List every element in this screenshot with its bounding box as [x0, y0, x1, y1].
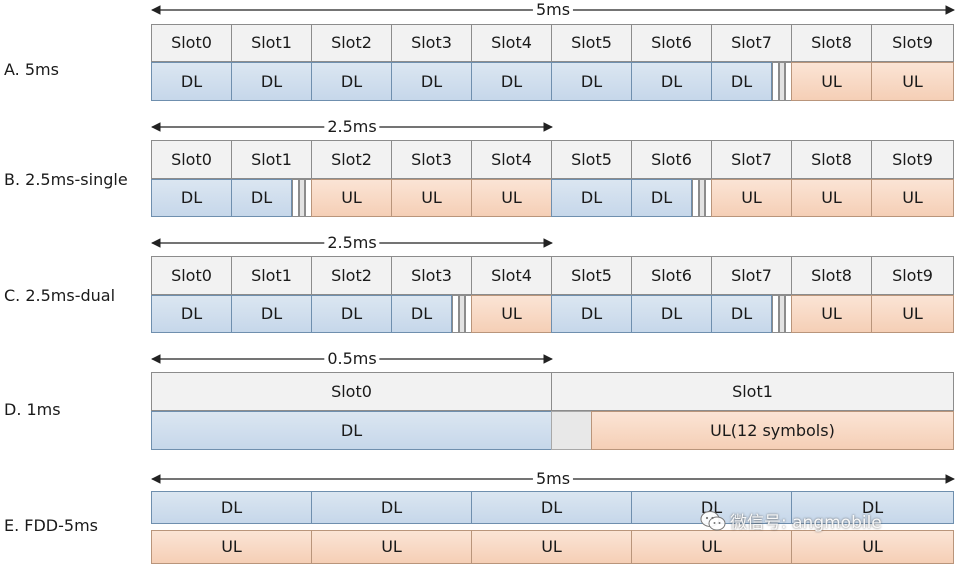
guard-symbol — [699, 179, 705, 217]
ul-cell: UL — [471, 179, 552, 217]
slot-header: Slot1 — [551, 372, 954, 411]
guard-symbol — [779, 295, 785, 333]
dl-cell: DL — [231, 179, 292, 217]
slot-header: Slot3 — [391, 24, 472, 62]
row-label-d: D. 1ms — [4, 400, 61, 419]
ul-cell: UL — [791, 179, 872, 217]
watermark-text: 微信号: angmobile — [730, 513, 882, 533]
row-label-c: C. 2.5ms-dual — [4, 286, 116, 305]
watermark: 微信号: angmobile — [700, 508, 882, 533]
dl-cell: DL — [631, 295, 712, 333]
dl-cell: DL — [711, 62, 772, 101]
dl-cell: DL — [151, 491, 312, 524]
slot-header: Slot8 — [791, 256, 872, 295]
slot-header: Slot0 — [151, 140, 232, 179]
slot-header: Slot2 — [311, 24, 392, 62]
ul-cell: UL — [631, 530, 792, 564]
dl-cell: DL — [311, 62, 392, 101]
slot-header: Slot5 — [551, 140, 632, 179]
slot-header: Slot0 — [151, 372, 552, 411]
slot-header: Slot7 — [711, 24, 792, 62]
ul-cell: UL — [391, 179, 472, 217]
dl-cell: DL — [471, 491, 632, 524]
ul-cell: UL — [871, 179, 954, 217]
dl-cell: DL — [151, 62, 232, 101]
guard-symbol — [772, 295, 779, 333]
guard-period — [551, 411, 592, 450]
ul-cell: UL — [791, 62, 872, 101]
dim-label-e: 5ms — [532, 469, 574, 489]
dl-cell: DL — [151, 411, 552, 450]
slot-header: Slot1 — [231, 256, 312, 295]
dl-cell: DL — [311, 295, 392, 333]
ul-cell: UL — [791, 295, 872, 333]
ul-cell: UL — [791, 530, 954, 564]
ul-cell: UL — [871, 62, 954, 101]
ul-cell: UL — [711, 179, 792, 217]
slot-header: Slot8 — [791, 140, 872, 179]
dim-label-c: 2.5ms — [324, 233, 380, 253]
slot-header: Slot5 — [551, 24, 632, 62]
dl-cell: DL — [391, 62, 472, 101]
dl-cell: DL — [551, 179, 632, 217]
ul-cell: UL — [311, 530, 472, 564]
dl-cell: DL — [231, 295, 312, 333]
row-label-e: E. FDD-5ms — [4, 516, 98, 535]
guard-symbol — [292, 179, 299, 217]
dim-label-d: 0.5ms — [324, 349, 380, 369]
ul-cell: UL — [311, 179, 392, 217]
dl-cell: DL — [231, 62, 312, 101]
dl-cell: DL — [551, 62, 632, 101]
slot-header: Slot3 — [391, 256, 472, 295]
slot-header: Slot4 — [471, 256, 552, 295]
slot-header: Slot0 — [151, 24, 232, 62]
slot-header: Slot4 — [471, 140, 552, 179]
slot-header: Slot6 — [631, 24, 712, 62]
row-label-b: B. 2.5ms-single — [4, 170, 128, 189]
dl-cell: DL — [151, 295, 232, 333]
wechat-icon — [700, 510, 726, 532]
guard-symbol — [692, 179, 699, 217]
ul-cell: UL — [151, 530, 312, 564]
slot-header: Slot9 — [871, 256, 954, 295]
ul-cell: UL — [471, 530, 632, 564]
guard-symbol — [779, 62, 785, 101]
slot-header: Slot2 — [311, 140, 392, 179]
ul-cell: UL(12 symbols) — [591, 411, 954, 450]
slot-header: Slot3 — [391, 140, 472, 179]
slot-header: Slot5 — [551, 256, 632, 295]
dim-label-b: 2.5ms — [324, 117, 380, 137]
slot-header: Slot1 — [231, 140, 312, 179]
slot-header: Slot6 — [631, 256, 712, 295]
guard-symbol — [452, 295, 459, 333]
dim-label-a: 5ms — [532, 0, 574, 20]
slot-header: Slot0 — [151, 256, 232, 295]
slot-header: Slot6 — [631, 140, 712, 179]
dl-cell: DL — [631, 179, 692, 217]
slot-header: Slot1 — [231, 24, 312, 62]
slot-header: Slot2 — [311, 256, 392, 295]
dl-cell: DL — [311, 491, 472, 524]
dl-cell: DL — [791, 491, 954, 524]
slot-header: Slot8 — [791, 24, 872, 62]
slot-header: Slot7 — [711, 140, 792, 179]
dl-cell: DL — [151, 179, 232, 217]
ul-cell: UL — [471, 295, 552, 333]
slot-header: Slot7 — [711, 256, 792, 295]
slot-header: Slot9 — [871, 140, 954, 179]
dl-cell: DL — [551, 295, 632, 333]
ul-cell: UL — [871, 295, 954, 333]
slot-header: Slot9 — [871, 24, 954, 62]
row-label-a: A. 5ms — [4, 60, 59, 79]
guard-symbol — [459, 295, 465, 333]
dl-cell: DL — [631, 62, 712, 101]
guard-symbol — [772, 62, 779, 101]
slot-header: Slot4 — [471, 24, 552, 62]
dl-cell: DL — [471, 62, 552, 101]
dl-cell: DL — [391, 295, 452, 333]
dl-cell: DL — [711, 295, 772, 333]
guard-symbol — [299, 179, 305, 217]
